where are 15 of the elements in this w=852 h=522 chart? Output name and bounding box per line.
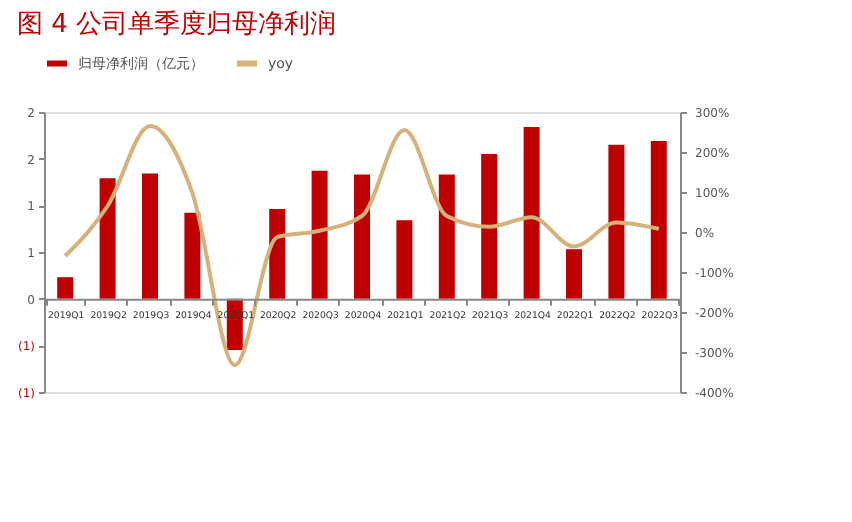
bar — [311, 170, 328, 299]
chart-title: 图 4 公司单季度归母净利润 — [17, 8, 337, 40]
bar — [57, 277, 74, 299]
bar — [523, 126, 540, 299]
bar — [608, 144, 625, 299]
bar — [650, 140, 667, 299]
bar — [269, 209, 286, 299]
bar — [142, 173, 158, 299]
bar — [438, 174, 455, 299]
bar — [99, 178, 116, 299]
bar — [354, 174, 370, 299]
bar — [396, 220, 413, 299]
bar — [481, 154, 498, 299]
bar — [566, 249, 582, 299]
bar — [184, 212, 201, 299]
